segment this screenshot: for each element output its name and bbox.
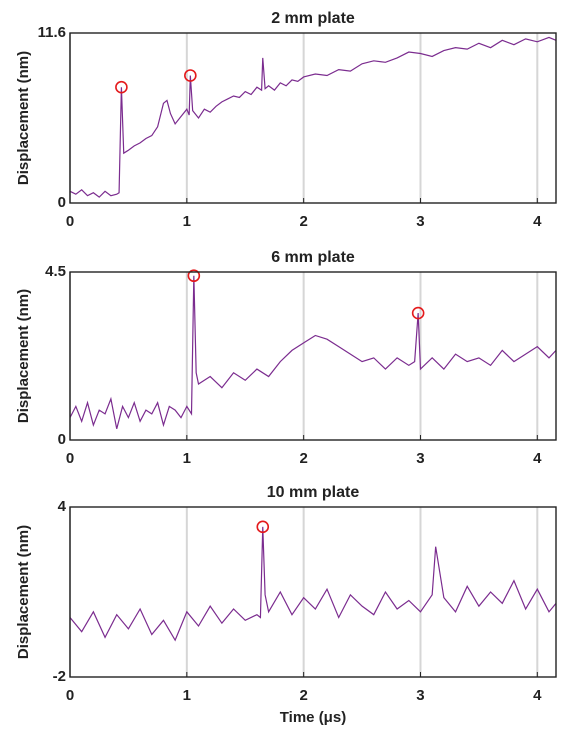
y-axis-label: Displacement (nm)	[15, 51, 32, 185]
axes-box	[69, 271, 557, 441]
y-tick-label: 0	[58, 431, 66, 448]
x-tick-label: 4	[533, 213, 542, 230]
x-tick-label: 3	[416, 687, 424, 704]
data-line	[69, 36, 557, 198]
x-tick-label: 4	[533, 450, 542, 467]
peak-marker	[115, 80, 128, 94]
y-tick-label: 4	[58, 498, 67, 515]
x-tick-label: 3	[416, 450, 424, 467]
x-tick-label: 3	[416, 213, 424, 230]
axes-box	[69, 506, 557, 678]
y-axis-label: Displacement (nm)	[15, 289, 32, 423]
peak-marker	[184, 69, 197, 82]
y-tick-label: 11.6	[38, 24, 66, 41]
x-tick-label: 0	[66, 687, 74, 704]
x-tick-label: 0	[66, 450, 74, 467]
chart-title: 10 mm plate	[267, 484, 360, 501]
x-tick-label: 1	[183, 213, 191, 230]
chart-title: 6 mm plate	[271, 249, 355, 266]
peak-marker	[187, 269, 201, 283]
axes-box	[69, 32, 557, 204]
peak-marker	[411, 306, 425, 320]
x-tick-label: 2	[299, 450, 307, 467]
x-tick-label: 1	[183, 687, 191, 704]
y-axis-label: Displacement (nm)	[15, 525, 32, 659]
peak-marker	[256, 520, 270, 534]
chart-title: 2 mm plate	[271, 10, 355, 27]
data-line	[69, 526, 557, 642]
x-axis-label: Time (μs)	[280, 709, 346, 726]
x-tick-label: 2	[299, 687, 307, 704]
x-tick-label: 4	[533, 687, 542, 704]
data-line	[69, 275, 557, 429]
y-tick-label: 0	[58, 194, 66, 211]
y-tick-label: -2	[53, 668, 66, 685]
x-tick-label: 2	[299, 213, 307, 230]
x-tick-label: 0	[66, 213, 74, 230]
x-tick-label: 1	[183, 450, 191, 467]
y-tick-label: 4.5	[45, 263, 66, 280]
